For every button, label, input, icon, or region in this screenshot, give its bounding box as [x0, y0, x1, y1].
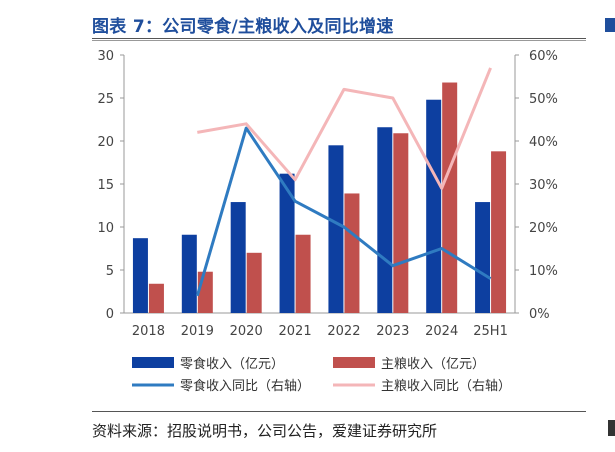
x-tick-label: 2021 [279, 324, 312, 339]
bar-snack [426, 99, 442, 313]
bar-food [197, 271, 213, 313]
right-tick-label: 40% [529, 135, 558, 150]
bar-snack [181, 234, 197, 313]
right-tick-label: 0% [529, 307, 550, 322]
bar-snack [328, 145, 344, 313]
x-tick-label: 25H1 [473, 324, 508, 339]
bar-snack [475, 202, 491, 313]
legend-swatch [333, 357, 375, 368]
bar-snack [132, 238, 148, 313]
bar-food [393, 133, 409, 313]
bar-food [246, 252, 262, 313]
line-food-yoy [197, 67, 492, 190]
next-figure-edge [605, 18, 615, 32]
title-underline-secondary [92, 40, 586, 41]
x-tick-label: 2024 [425, 324, 458, 339]
legend-label: 主粮收入（亿元） [381, 357, 485, 372]
x-tick-label: 2018 [132, 324, 165, 339]
bar-snack [230, 202, 246, 313]
left-tick-label: 10 [97, 221, 114, 236]
left-tick-label: 5 [106, 264, 114, 279]
left-tick-label: 25 [97, 92, 114, 107]
chart: 0 5 10 15 20 25 30 0% 10% 20% 30% 40% 50% 60% 2018 2019… [97, 49, 558, 394]
chart-title: 图表 7：公司零食/主粮收入及同比增速 [92, 17, 394, 37]
right-tick-label: 60% [529, 49, 558, 64]
left-tick-label: 20 [97, 135, 114, 150]
left-tick-label: 30 [97, 49, 114, 64]
bar-food [442, 82, 458, 314]
left-tick-label: 15 [97, 178, 114, 193]
bar-snack [279, 173, 295, 313]
legend-swatch [132, 357, 174, 368]
x-tick-label: 2020 [230, 324, 263, 339]
line-snack-yoy [195, 126, 492, 297]
right-tick-label: 10% [529, 264, 558, 279]
legend-label: 零食收入同比（右轴） [180, 378, 310, 394]
right-tick-label: 50% [529, 92, 558, 107]
right-tick-label: 20% [529, 221, 558, 236]
legend-label: 主粮收入同比（右轴） [381, 379, 511, 394]
source-rule [92, 411, 586, 412]
bar-food [344, 193, 360, 313]
left-tick-label: 0 [106, 307, 114, 322]
bar-food [148, 283, 164, 313]
legend-label: 零食收入（亿元） [180, 356, 284, 372]
x-tick-label: 2023 [376, 324, 409, 339]
bar-snack [377, 127, 393, 314]
title-underline [92, 38, 586, 39]
next-figure-edge-bottom [608, 420, 615, 436]
bar-food [295, 234, 311, 313]
bar-food [491, 151, 507, 313]
right-tick-label: 30% [529, 178, 558, 193]
source-note: 资料来源：招股说明书，公司公告，爱建证券研究所 [92, 422, 438, 440]
x-tick-label: 2022 [327, 324, 360, 339]
x-tick-label: 2019 [181, 324, 214, 339]
